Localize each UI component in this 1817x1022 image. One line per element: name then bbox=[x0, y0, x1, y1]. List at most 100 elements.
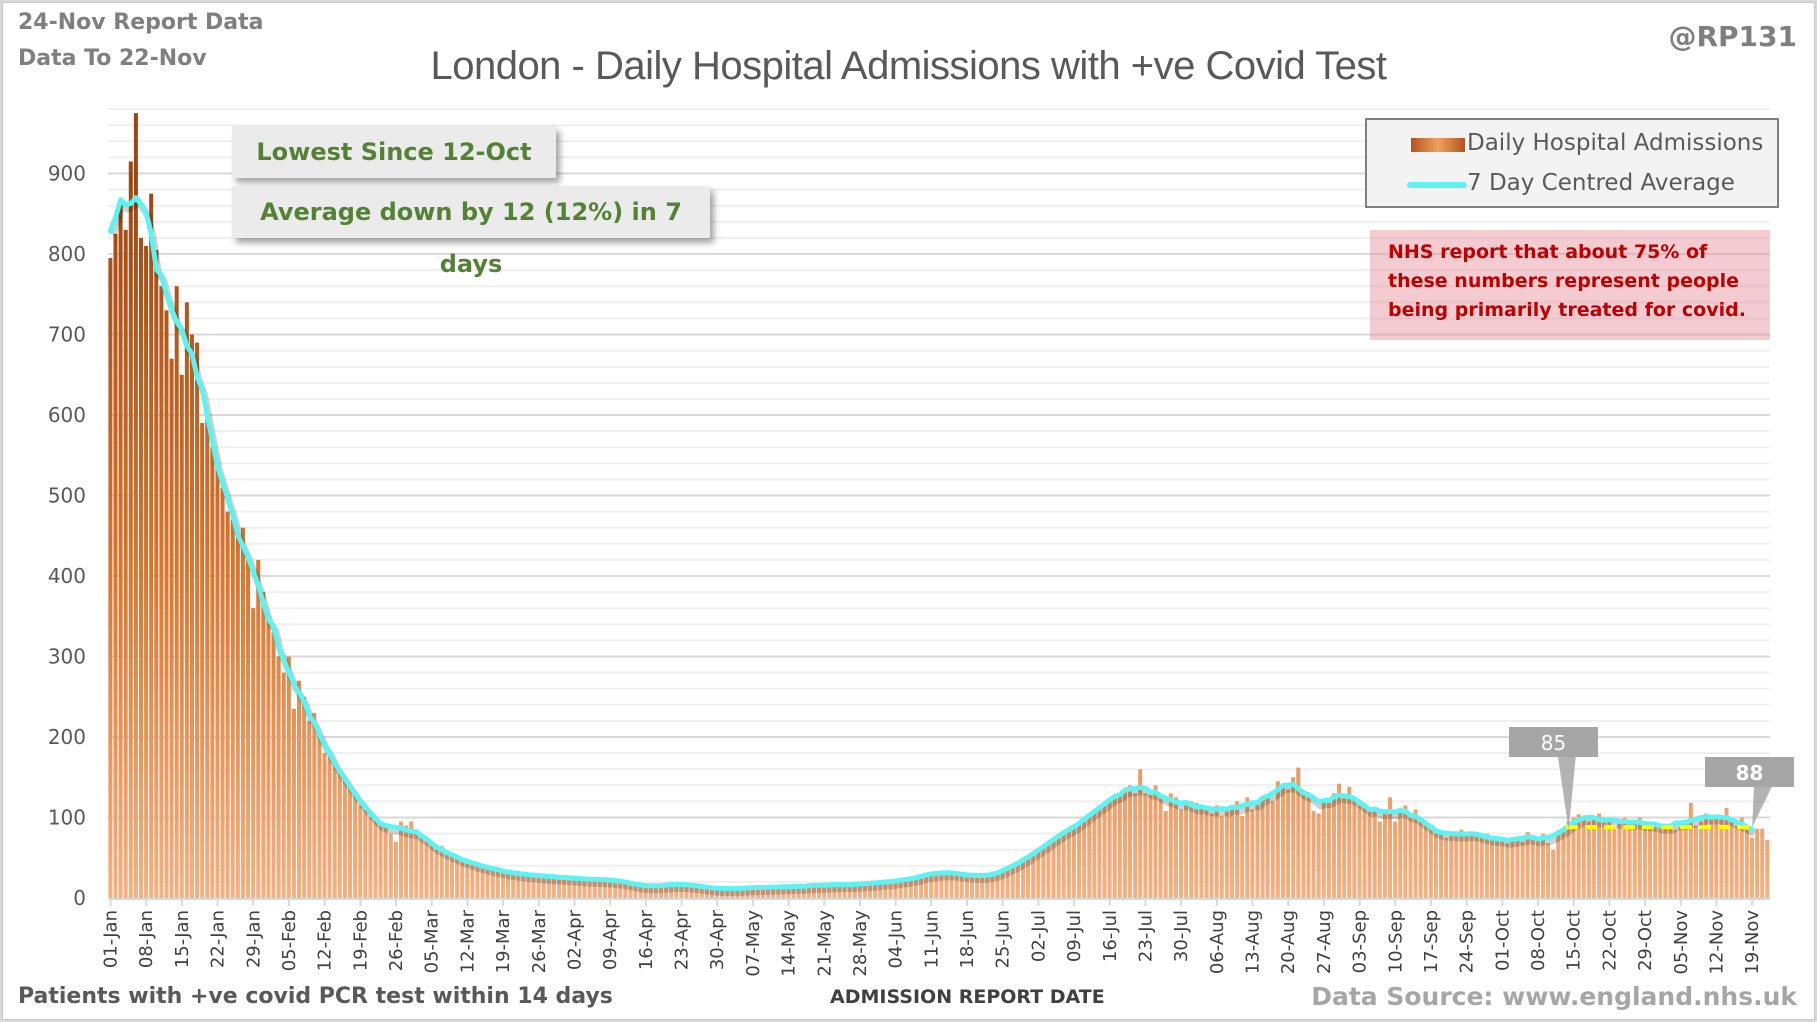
callout-box bbox=[1705, 757, 1794, 787]
bar bbox=[475, 865, 480, 898]
bar bbox=[1097, 805, 1102, 898]
bar bbox=[1382, 813, 1387, 898]
bar bbox=[1617, 821, 1622, 898]
bar bbox=[271, 632, 276, 898]
bar bbox=[1418, 821, 1423, 898]
x-tick-label: 29-Oct bbox=[1635, 910, 1656, 971]
bar bbox=[1408, 813, 1413, 898]
bar bbox=[842, 885, 847, 898]
bar bbox=[1724, 807, 1729, 898]
bar bbox=[1653, 825, 1658, 898]
bar bbox=[822, 883, 827, 898]
bar bbox=[1637, 817, 1642, 898]
bar bbox=[154, 249, 159, 899]
bar bbox=[388, 833, 393, 898]
bar bbox=[1469, 833, 1474, 898]
bar bbox=[363, 809, 368, 898]
bar bbox=[1112, 797, 1117, 898]
bar bbox=[913, 876, 918, 898]
bar bbox=[1444, 837, 1449, 898]
bar bbox=[852, 883, 857, 898]
bar bbox=[832, 885, 837, 898]
bar bbox=[1168, 793, 1173, 898]
bar bbox=[1133, 793, 1138, 898]
bar bbox=[297, 680, 302, 898]
bar bbox=[572, 877, 577, 898]
bar bbox=[878, 882, 883, 898]
bar bbox=[1423, 823, 1428, 898]
bar bbox=[633, 884, 638, 898]
bar bbox=[1734, 825, 1739, 898]
bar bbox=[1199, 807, 1204, 898]
bar bbox=[1372, 809, 1377, 898]
bar bbox=[577, 878, 582, 898]
bar bbox=[720, 889, 725, 898]
bar bbox=[1005, 869, 1010, 898]
bar bbox=[827, 884, 832, 898]
bar bbox=[796, 885, 801, 898]
bar bbox=[791, 886, 796, 898]
bar bbox=[725, 889, 730, 898]
bar bbox=[1586, 821, 1591, 898]
bar bbox=[689, 885, 694, 898]
bar bbox=[455, 857, 460, 898]
bar bbox=[133, 113, 138, 898]
bar bbox=[1367, 807, 1372, 898]
bar bbox=[541, 876, 546, 898]
bar bbox=[1439, 833, 1444, 898]
bar bbox=[1719, 815, 1724, 898]
x-tick-label: 15-Oct bbox=[1564, 910, 1585, 971]
bar bbox=[485, 867, 490, 898]
bar bbox=[1597, 813, 1602, 898]
bar bbox=[1571, 817, 1576, 898]
bar bbox=[348, 785, 353, 898]
bar bbox=[592, 879, 597, 898]
bar bbox=[337, 769, 342, 898]
bar bbox=[1015, 861, 1020, 898]
x-tick-label: 28-May bbox=[850, 910, 871, 977]
bar bbox=[1668, 825, 1673, 898]
x-tick-label: 13-Aug bbox=[1243, 910, 1264, 974]
bar bbox=[1632, 821, 1637, 898]
bar bbox=[342, 777, 347, 898]
bar bbox=[251, 608, 256, 898]
bar bbox=[220, 487, 225, 898]
bar bbox=[1377, 821, 1382, 898]
bar bbox=[1403, 805, 1408, 898]
bar bbox=[613, 879, 618, 898]
bar bbox=[969, 875, 974, 898]
bar bbox=[1484, 833, 1489, 898]
bar bbox=[1709, 817, 1714, 898]
average-change-annotation: Average down by 12 (12%) in 7 days bbox=[232, 186, 710, 278]
bar bbox=[1128, 785, 1133, 898]
bar bbox=[1189, 801, 1194, 898]
bar bbox=[1291, 777, 1296, 898]
bar bbox=[1591, 819, 1596, 898]
bar bbox=[1010, 865, 1015, 898]
bar bbox=[1704, 813, 1709, 898]
x-tick-label: 19-Feb bbox=[350, 910, 371, 971]
y-tick-label: 500 bbox=[48, 484, 86, 508]
average-line bbox=[108, 195, 1755, 892]
y-tick-label: 0 bbox=[73, 886, 86, 910]
x-tick-label: 06-Aug bbox=[1207, 910, 1228, 974]
bar bbox=[429, 845, 434, 898]
bar bbox=[801, 885, 806, 898]
x-tick-label: 10-Sep bbox=[1385, 910, 1406, 973]
bar bbox=[149, 193, 154, 898]
bar bbox=[776, 887, 781, 898]
bar bbox=[1102, 803, 1107, 898]
bar bbox=[444, 853, 449, 898]
bar bbox=[1296, 767, 1301, 898]
bar bbox=[1204, 809, 1209, 898]
bar bbox=[1026, 859, 1031, 898]
bar bbox=[1622, 817, 1627, 898]
bar bbox=[1122, 789, 1127, 898]
bar bbox=[1566, 821, 1571, 898]
bar bbox=[1765, 840, 1770, 898]
bar bbox=[1245, 797, 1250, 898]
bar bbox=[1051, 837, 1056, 898]
bar bbox=[449, 856, 454, 898]
bar bbox=[944, 872, 949, 898]
bar bbox=[1663, 823, 1668, 898]
